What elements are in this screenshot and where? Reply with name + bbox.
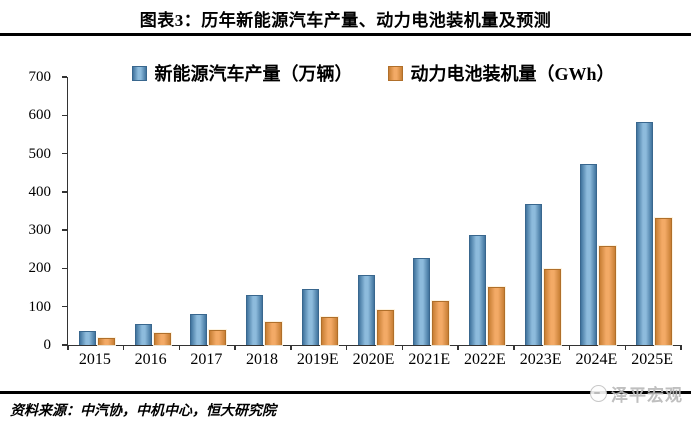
x-axis-label-2018: 2018 bbox=[246, 351, 279, 368]
battery-bar-2019E bbox=[320, 317, 338, 345]
nev-bar-2025E bbox=[636, 121, 654, 345]
y-axis-label-0: 0 bbox=[43, 337, 52, 353]
x-axis-tick-6 bbox=[401, 345, 404, 350]
battery-bar-2015 bbox=[97, 337, 115, 345]
brand-watermark: 泽平宏观 bbox=[590, 381, 683, 406]
y-axis-tick-600 bbox=[61, 114, 67, 117]
x-axis-tick-8 bbox=[513, 345, 515, 350]
top-rule bbox=[0, 33, 691, 36]
x-axis-label-2016: 2016 bbox=[134, 351, 167, 368]
source-note: 资料来源：中汽协，中机中心，恒大研究院 bbox=[10, 404, 276, 419]
nev-bar-2016 bbox=[134, 324, 152, 345]
x-axis-label-2015: 2015 bbox=[78, 351, 111, 368]
brand-logo-text: 泽平宏观 bbox=[611, 386, 683, 405]
x-axis-tick-1 bbox=[122, 345, 125, 350]
plot-area: 0 100 200 300 400 500 600 700 bbox=[29, 69, 682, 353]
nev-bar-2024E bbox=[580, 164, 598, 345]
x-axis-label-2020E: 2020E bbox=[352, 351, 395, 368]
nev-bar-2021E bbox=[413, 257, 431, 345]
y-axis-tick-300 bbox=[61, 229, 67, 231]
nev-bar-2019E bbox=[301, 288, 319, 345]
nev-bar-2015 bbox=[78, 330, 96, 345]
nev-bar-2018 bbox=[246, 295, 264, 345]
x-axis-labels: 2015 2016 2017 2018 2019E 2020E 2021E 2022E 2023… bbox=[67, 351, 680, 371]
x-axis-tick-3 bbox=[234, 345, 236, 350]
chart-legend: 新能源汽车产量（万辆） 动力电池装机量（GWh） bbox=[67, 62, 680, 84]
legend-item-nev: 新能源汽车产量（万辆） bbox=[132, 60, 352, 86]
x-axis-tick-9 bbox=[568, 345, 571, 350]
y-axis-tick-200 bbox=[61, 267, 67, 270]
nev-bar-2017 bbox=[190, 313, 208, 345]
y-axis-label-100: 100 bbox=[28, 298, 52, 315]
x-axis-tick-0 bbox=[67, 345, 69, 350]
battery-bar-2024E bbox=[599, 245, 617, 345]
x-axis-tick-11 bbox=[680, 345, 682, 350]
x-axis-label-2022E: 2022E bbox=[464, 351, 506, 368]
battery-bar-2023E bbox=[543, 268, 561, 345]
y-axis-label-300: 300 bbox=[28, 222, 52, 239]
brand-logo-icon bbox=[590, 385, 607, 402]
bottom-rule bbox=[0, 391, 691, 394]
y-axis-label-400: 400 bbox=[28, 183, 52, 200]
x-axis-label-2023E: 2023E bbox=[519, 351, 562, 368]
y-axis-label-500: 500 bbox=[28, 145, 52, 162]
x-axis-tick-10 bbox=[624, 345, 627, 350]
y-axis-tick-500 bbox=[61, 152, 67, 155]
legend-swatch-battery bbox=[388, 65, 404, 81]
legend-swatch-nev bbox=[132, 65, 148, 81]
battery-bar-2020E bbox=[376, 309, 394, 345]
legend-label-nev: 新能源汽车产量（万辆） bbox=[154, 64, 353, 84]
legend-item-battery: 动力电池装机量（GWh） bbox=[388, 60, 615, 86]
x-axis-label-2021E: 2021E bbox=[408, 351, 451, 368]
y-axis-tick-400 bbox=[61, 191, 67, 193]
y-axis-label-700: 700 bbox=[28, 69, 52, 85]
battery-bar-2016 bbox=[153, 333, 171, 345]
y-axis-label-600: 600 bbox=[28, 107, 52, 124]
x-axis-label-2025E: 2025E bbox=[631, 351, 674, 368]
battery-bar-2018 bbox=[265, 322, 283, 345]
battery-bar-2025E bbox=[655, 217, 673, 345]
y-axis-tick-100 bbox=[61, 305, 67, 308]
x-axis-label-2017: 2017 bbox=[190, 351, 223, 368]
nev-bar-2020E bbox=[357, 275, 375, 345]
x-axis-tick-4 bbox=[290, 345, 292, 350]
battery-bar-2021E bbox=[432, 300, 450, 345]
battery-bar-2022E bbox=[487, 286, 505, 345]
y-axis-tick-700 bbox=[61, 76, 67, 78]
nev-bar-2022E bbox=[468, 234, 486, 345]
battery-bar-2017 bbox=[209, 330, 227, 345]
x-axis-tick-7 bbox=[457, 345, 459, 350]
y-axis-tick-0 bbox=[61, 344, 67, 346]
x-axis-label-2024E: 2024E bbox=[575, 351, 618, 368]
x-axis-tick-5 bbox=[345, 345, 348, 350]
y-axis-label-200: 200 bbox=[28, 260, 52, 277]
x-axis-label-2019E: 2019E bbox=[296, 351, 339, 368]
figure-title: 图表3：历年新能源汽车产量、动力电池装机量及预测 bbox=[139, 11, 552, 30]
x-axis-tick-2 bbox=[178, 345, 181, 350]
legend-label-battery: 动力电池装机量（GWh） bbox=[410, 64, 615, 84]
nev-bar-2023E bbox=[524, 204, 542, 345]
